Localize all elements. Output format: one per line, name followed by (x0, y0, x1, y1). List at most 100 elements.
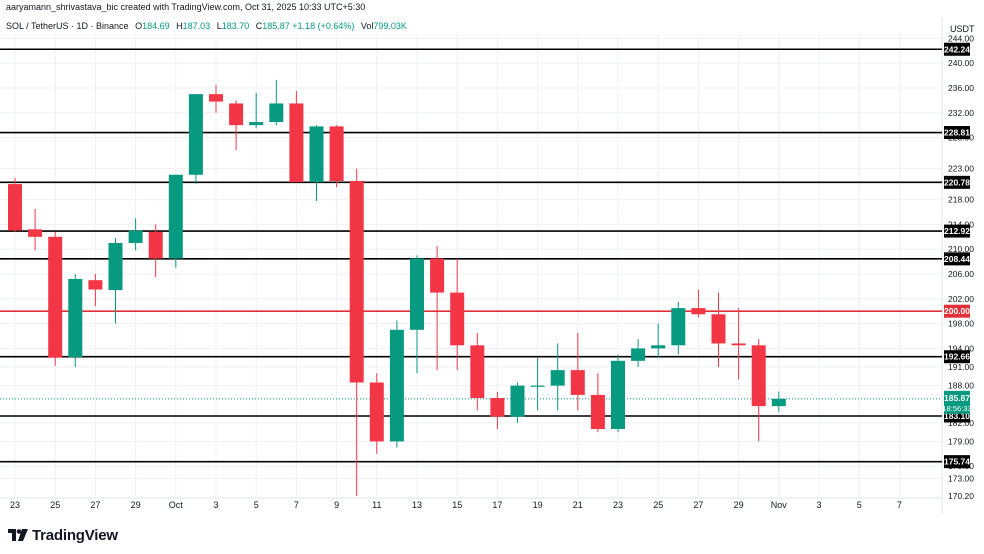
candle-body[interactable] (28, 229, 43, 237)
level-label-box (944, 252, 970, 266)
y-tick-label: 240.00 (948, 58, 974, 68)
x-tick-label: 17 (492, 500, 502, 510)
x-tick-label: 25 (50, 500, 60, 510)
y-tick-label: 218.00 (948, 195, 974, 205)
level-label-box (944, 350, 970, 364)
candle-body[interactable] (631, 348, 646, 361)
candle-body[interactable] (570, 370, 585, 395)
candle-body[interactable] (510, 385, 525, 417)
tradingview-logo-icon (8, 529, 28, 541)
candle-body[interactable] (229, 103, 244, 126)
level-label-box (944, 126, 970, 140)
candle-body[interactable] (611, 360, 625, 430)
level-label-box (944, 42, 970, 56)
high-value: 187.03 (182, 21, 211, 31)
x-tick-label: 25 (653, 500, 663, 510)
candle-body[interactable] (249, 122, 264, 126)
change-value: +1.18 (+0.64%) (292, 21, 355, 31)
level-label: 192.66 (944, 352, 970, 362)
candle-body[interactable] (470, 345, 485, 399)
candle-body[interactable] (289, 103, 304, 183)
candle-body[interactable] (108, 242, 123, 291)
y-tick-label: 194.00 (948, 343, 974, 353)
candle-body[interactable] (490, 398, 505, 417)
currency-label[interactable]: USDT (950, 24, 975, 34)
candle-body[interactable] (269, 103, 284, 123)
candle-body[interactable] (450, 292, 465, 346)
candle-body[interactable] (349, 180, 364, 383)
x-tick-label: 9 (334, 500, 339, 510)
open-value: 184.69 (142, 21, 170, 31)
x-tick-label: 15 (452, 500, 462, 510)
x-tick-label: 13 (412, 500, 422, 510)
level-label-box (944, 175, 970, 189)
candle-body[interactable] (711, 314, 726, 344)
candle-body[interactable] (168, 174, 183, 259)
last-price-label: 185.87 (944, 393, 970, 403)
level-label-box (944, 304, 970, 318)
x-tick-label: 29 (734, 500, 744, 510)
candle-body[interactable] (48, 236, 63, 358)
y-tick-label: 191.00 (948, 362, 974, 372)
y-tick-label: 182.00 (948, 418, 974, 428)
candle-body[interactable] (148, 231, 163, 259)
candle-body[interactable] (68, 278, 83, 358)
x-tick-label: 23 (10, 500, 20, 510)
low-label: L (216, 21, 222, 31)
x-tick-label: 27 (90, 500, 100, 510)
candle-body[interactable] (369, 382, 384, 442)
x-tick-label: 11 (372, 500, 381, 510)
last-price-box (944, 390, 970, 414)
close-value: 185.87 (262, 21, 290, 31)
level-label: 175.74 (944, 457, 970, 467)
candle-countdown: 18:56:33 (942, 404, 971, 413)
level-label: 183.10 (944, 411, 970, 421)
y-tick-label: 202.00 (948, 294, 974, 304)
tradingview-logo[interactable]: TradingView (8, 527, 118, 544)
high-label: H (176, 21, 183, 31)
level-label: 208.44 (944, 254, 970, 264)
x-tick-label: 5 (857, 500, 862, 510)
candle-body[interactable] (430, 258, 445, 293)
candle-body[interactable] (410, 258, 424, 330)
y-tick-label: 188.00 (948, 381, 974, 391)
candle-body[interactable] (590, 394, 605, 430)
candle-body[interactable] (209, 94, 223, 102)
x-tick-label: 27 (693, 500, 703, 510)
candle-body[interactable] (389, 329, 404, 442)
x-tick-label: 19 (533, 500, 543, 510)
candle-body[interactable] (671, 308, 686, 346)
candle-body[interactable] (128, 230, 143, 243)
x-tick-label: Oct (169, 500, 184, 510)
candle-body[interactable] (771, 398, 786, 407)
low-value: 183.70 (221, 21, 250, 31)
y-tick-label: 214.00 (948, 219, 974, 229)
y-tick-label: 179.00 (948, 436, 974, 446)
level-label-box (944, 455, 970, 469)
candle-body[interactable] (188, 94, 203, 175)
candle-body[interactable] (550, 370, 565, 386)
level-label: 242.24 (944, 44, 970, 54)
close-label: C (255, 21, 263, 31)
candle-body[interactable] (530, 385, 545, 387)
level-label: 228.81 (944, 128, 970, 138)
candle-body[interactable] (309, 126, 324, 183)
candle-body[interactable] (651, 345, 666, 349)
x-tick-label: Nov (771, 500, 788, 510)
candle-body[interactable] (731, 343, 746, 346)
x-tick-label: 3 (816, 500, 821, 510)
level-label: 212.92 (944, 226, 970, 236)
symbol-name[interactable]: SOL / TetherUS · 1D · Binance (6, 21, 129, 31)
level-label-box (944, 224, 970, 238)
candle-body[interactable] (329, 126, 344, 181)
y-tick-label: 236.00 (948, 83, 974, 93)
candle-body[interactable] (751, 345, 766, 407)
candle-body[interactable] (88, 280, 103, 290)
y-tick-label: 198.00 (948, 319, 974, 329)
x-tick-label: 5 (254, 500, 259, 510)
candle-body[interactable] (8, 184, 22, 231)
x-tick-label: 7 (294, 500, 299, 510)
y-tick-label: 223.00 (948, 164, 974, 174)
candle-body[interactable] (691, 308, 706, 315)
